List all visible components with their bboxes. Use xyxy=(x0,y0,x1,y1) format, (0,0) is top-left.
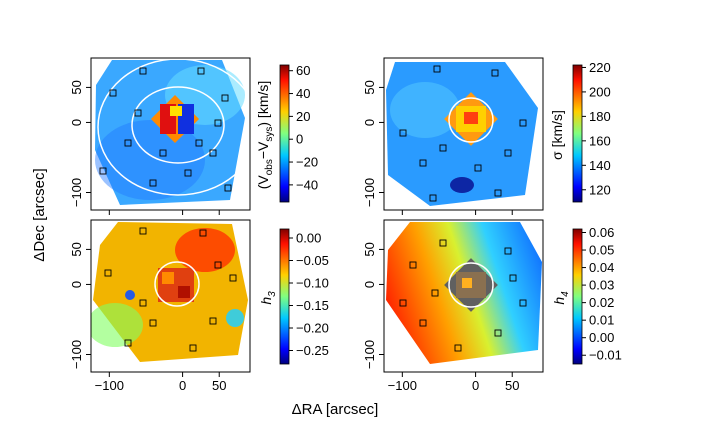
dispersion-ring xyxy=(448,97,494,143)
colorbar-tick-label: 200 xyxy=(589,84,611,99)
y-tick-label: −100 xyxy=(69,340,84,369)
colorbar-h3 xyxy=(279,228,290,365)
colorbar-h4 xyxy=(572,228,583,365)
velocity-core xyxy=(150,94,200,144)
axis-ticks: 50 0 −100 50 0 −100 50 0 −100 −100 0 50 50 0 −100 −100 0… xyxy=(69,80,519,393)
colorbar-tick-label: 120 xyxy=(589,182,611,197)
y-tick-label: 0 xyxy=(69,119,84,126)
y-tick-label: 0 xyxy=(362,281,377,288)
colorbar-tick-label: 0.00 xyxy=(296,231,321,246)
dispersion-core xyxy=(444,92,498,146)
h3-apertures xyxy=(104,227,237,352)
h3-feature-green xyxy=(91,303,143,347)
y-tick-label: 50 xyxy=(69,242,84,256)
x-tick-label: 0 xyxy=(472,378,479,393)
colorbar-tick-label: 0.06 xyxy=(589,225,614,240)
colorbar-ticks: 6040200−20−402202001801601401200.00−0.05… xyxy=(289,60,622,363)
panel-h4-frame xyxy=(383,219,544,373)
colorbar-tick-label: 0.04 xyxy=(589,260,614,275)
x-tick-label: 50 xyxy=(212,378,226,393)
colorbar-tick-label: 160 xyxy=(589,133,611,148)
colorbar-tick-label: 20 xyxy=(296,109,310,124)
panel-velocity xyxy=(90,57,251,211)
y-tick-label: 0 xyxy=(69,281,84,288)
colorbar-tick-label: 0.03 xyxy=(589,278,614,293)
colorbar-tick-label: 140 xyxy=(589,158,611,173)
x-tick-label: −100 xyxy=(388,378,417,393)
colorbar-tick-label: −40 xyxy=(296,177,318,192)
colorbar-tick-label: −20 xyxy=(296,155,318,170)
colorbar-tick-label: −0.01 xyxy=(589,348,622,363)
dispersion-apertures xyxy=(399,65,527,202)
colorbar-tick-label: 60 xyxy=(296,63,310,78)
panel-dispersion-frame xyxy=(383,57,544,211)
velocity-apertures xyxy=(99,67,232,192)
colorbar-label-dispersion: σ [km/s] xyxy=(549,110,565,160)
colorbar-label-h3: h3 xyxy=(258,291,278,305)
x-tick-label: 50 xyxy=(505,378,519,393)
colorbar-tick-label: 40 xyxy=(296,86,310,101)
colorbar-tick-label: −0.20 xyxy=(296,321,329,336)
colorbar-label-velocity: (Vobs−Vsys) [km/s] xyxy=(255,81,275,190)
colorbar-tick-label: −0.10 xyxy=(296,276,329,291)
dispersion-feature-dark xyxy=(450,177,474,193)
h3-ring xyxy=(154,261,200,307)
x-tick-label: −100 xyxy=(95,378,124,393)
isophote-outer xyxy=(97,58,250,196)
h3-feature-cyan xyxy=(226,309,244,327)
y-tick-label: −100 xyxy=(362,340,377,369)
panel-dispersion xyxy=(383,57,544,211)
panel-h4 xyxy=(383,219,544,373)
isophote-inner xyxy=(131,86,225,164)
y-tick-label: 50 xyxy=(69,80,84,94)
x-tick-label: 0 xyxy=(179,378,186,393)
colorbar-tick-label: 0.02 xyxy=(589,295,614,310)
colorbar-tick-label: 220 xyxy=(589,60,611,75)
colorbar-tick-label: 180 xyxy=(589,109,611,124)
colorbar-tick-label: 0.00 xyxy=(589,330,614,345)
y-tick-label: 50 xyxy=(362,80,377,94)
colorbar-tick-label: 0.05 xyxy=(589,243,614,258)
dispersion-feature-light xyxy=(390,82,460,138)
colorbar-velocity xyxy=(279,64,290,203)
panel-h3-frame xyxy=(90,219,251,373)
h3-core xyxy=(158,268,194,302)
colorbar-tick-label: −0.25 xyxy=(296,343,329,358)
panel-velocity-frame xyxy=(90,57,251,211)
h4-apertures xyxy=(399,239,527,352)
y-tick-label: −100 xyxy=(69,178,84,207)
x-axis-label: ΔRA [arcsec] xyxy=(292,401,379,418)
h4-core xyxy=(444,258,498,312)
y-tick-label: 0 xyxy=(362,119,377,126)
h3-feature-blue xyxy=(125,290,135,300)
y-axis-label: ΔDec [arcsec] xyxy=(31,168,48,261)
colorbar-tick-label: −0.15 xyxy=(296,298,329,313)
y-tick-label: −100 xyxy=(362,178,377,207)
colorbar-label-h4: h4 xyxy=(551,291,571,305)
colorbar-dispersion xyxy=(572,64,583,203)
h4-ring xyxy=(448,262,494,308)
colorbar-tick-label: −0.05 xyxy=(296,253,329,268)
colorbar-tick-label: 0.01 xyxy=(589,313,614,328)
h3-feature-red xyxy=(175,228,235,272)
y-tick-label: 50 xyxy=(362,242,377,256)
panel-h3 xyxy=(90,219,251,373)
colorbar-tick-label: 0 xyxy=(296,132,303,147)
